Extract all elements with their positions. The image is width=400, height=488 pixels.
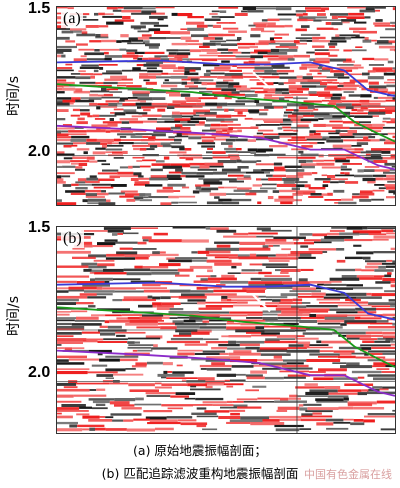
axis-label-time-b: 时间/s: [6, 295, 23, 337]
seismic-section-b: [57, 227, 395, 433]
panel-label-a: (a): [61, 10, 83, 28]
panel-label-b: (b): [61, 230, 84, 248]
seismic-panel-a: (a): [56, 6, 396, 206]
watermark: 中国有色金属在线: [304, 468, 392, 481]
tick-2-0-a: 2.0: [28, 143, 51, 160]
caption-a: (a) 原始地震振幅剖面；: [133, 443, 267, 458]
seismic-panel-b: (b): [56, 226, 396, 434]
caption-b: (b) 匹配追踪滤波重构地震振幅剖面: [101, 466, 299, 481]
seismic-section-a: [57, 7, 395, 205]
axis-label-time-a: 时间/s: [6, 75, 23, 117]
tick-1-5-a: 1.5: [28, 0, 51, 17]
tick-1-5-b: 1.5: [28, 219, 51, 236]
tick-2-0-b: 2.0: [28, 364, 51, 381]
